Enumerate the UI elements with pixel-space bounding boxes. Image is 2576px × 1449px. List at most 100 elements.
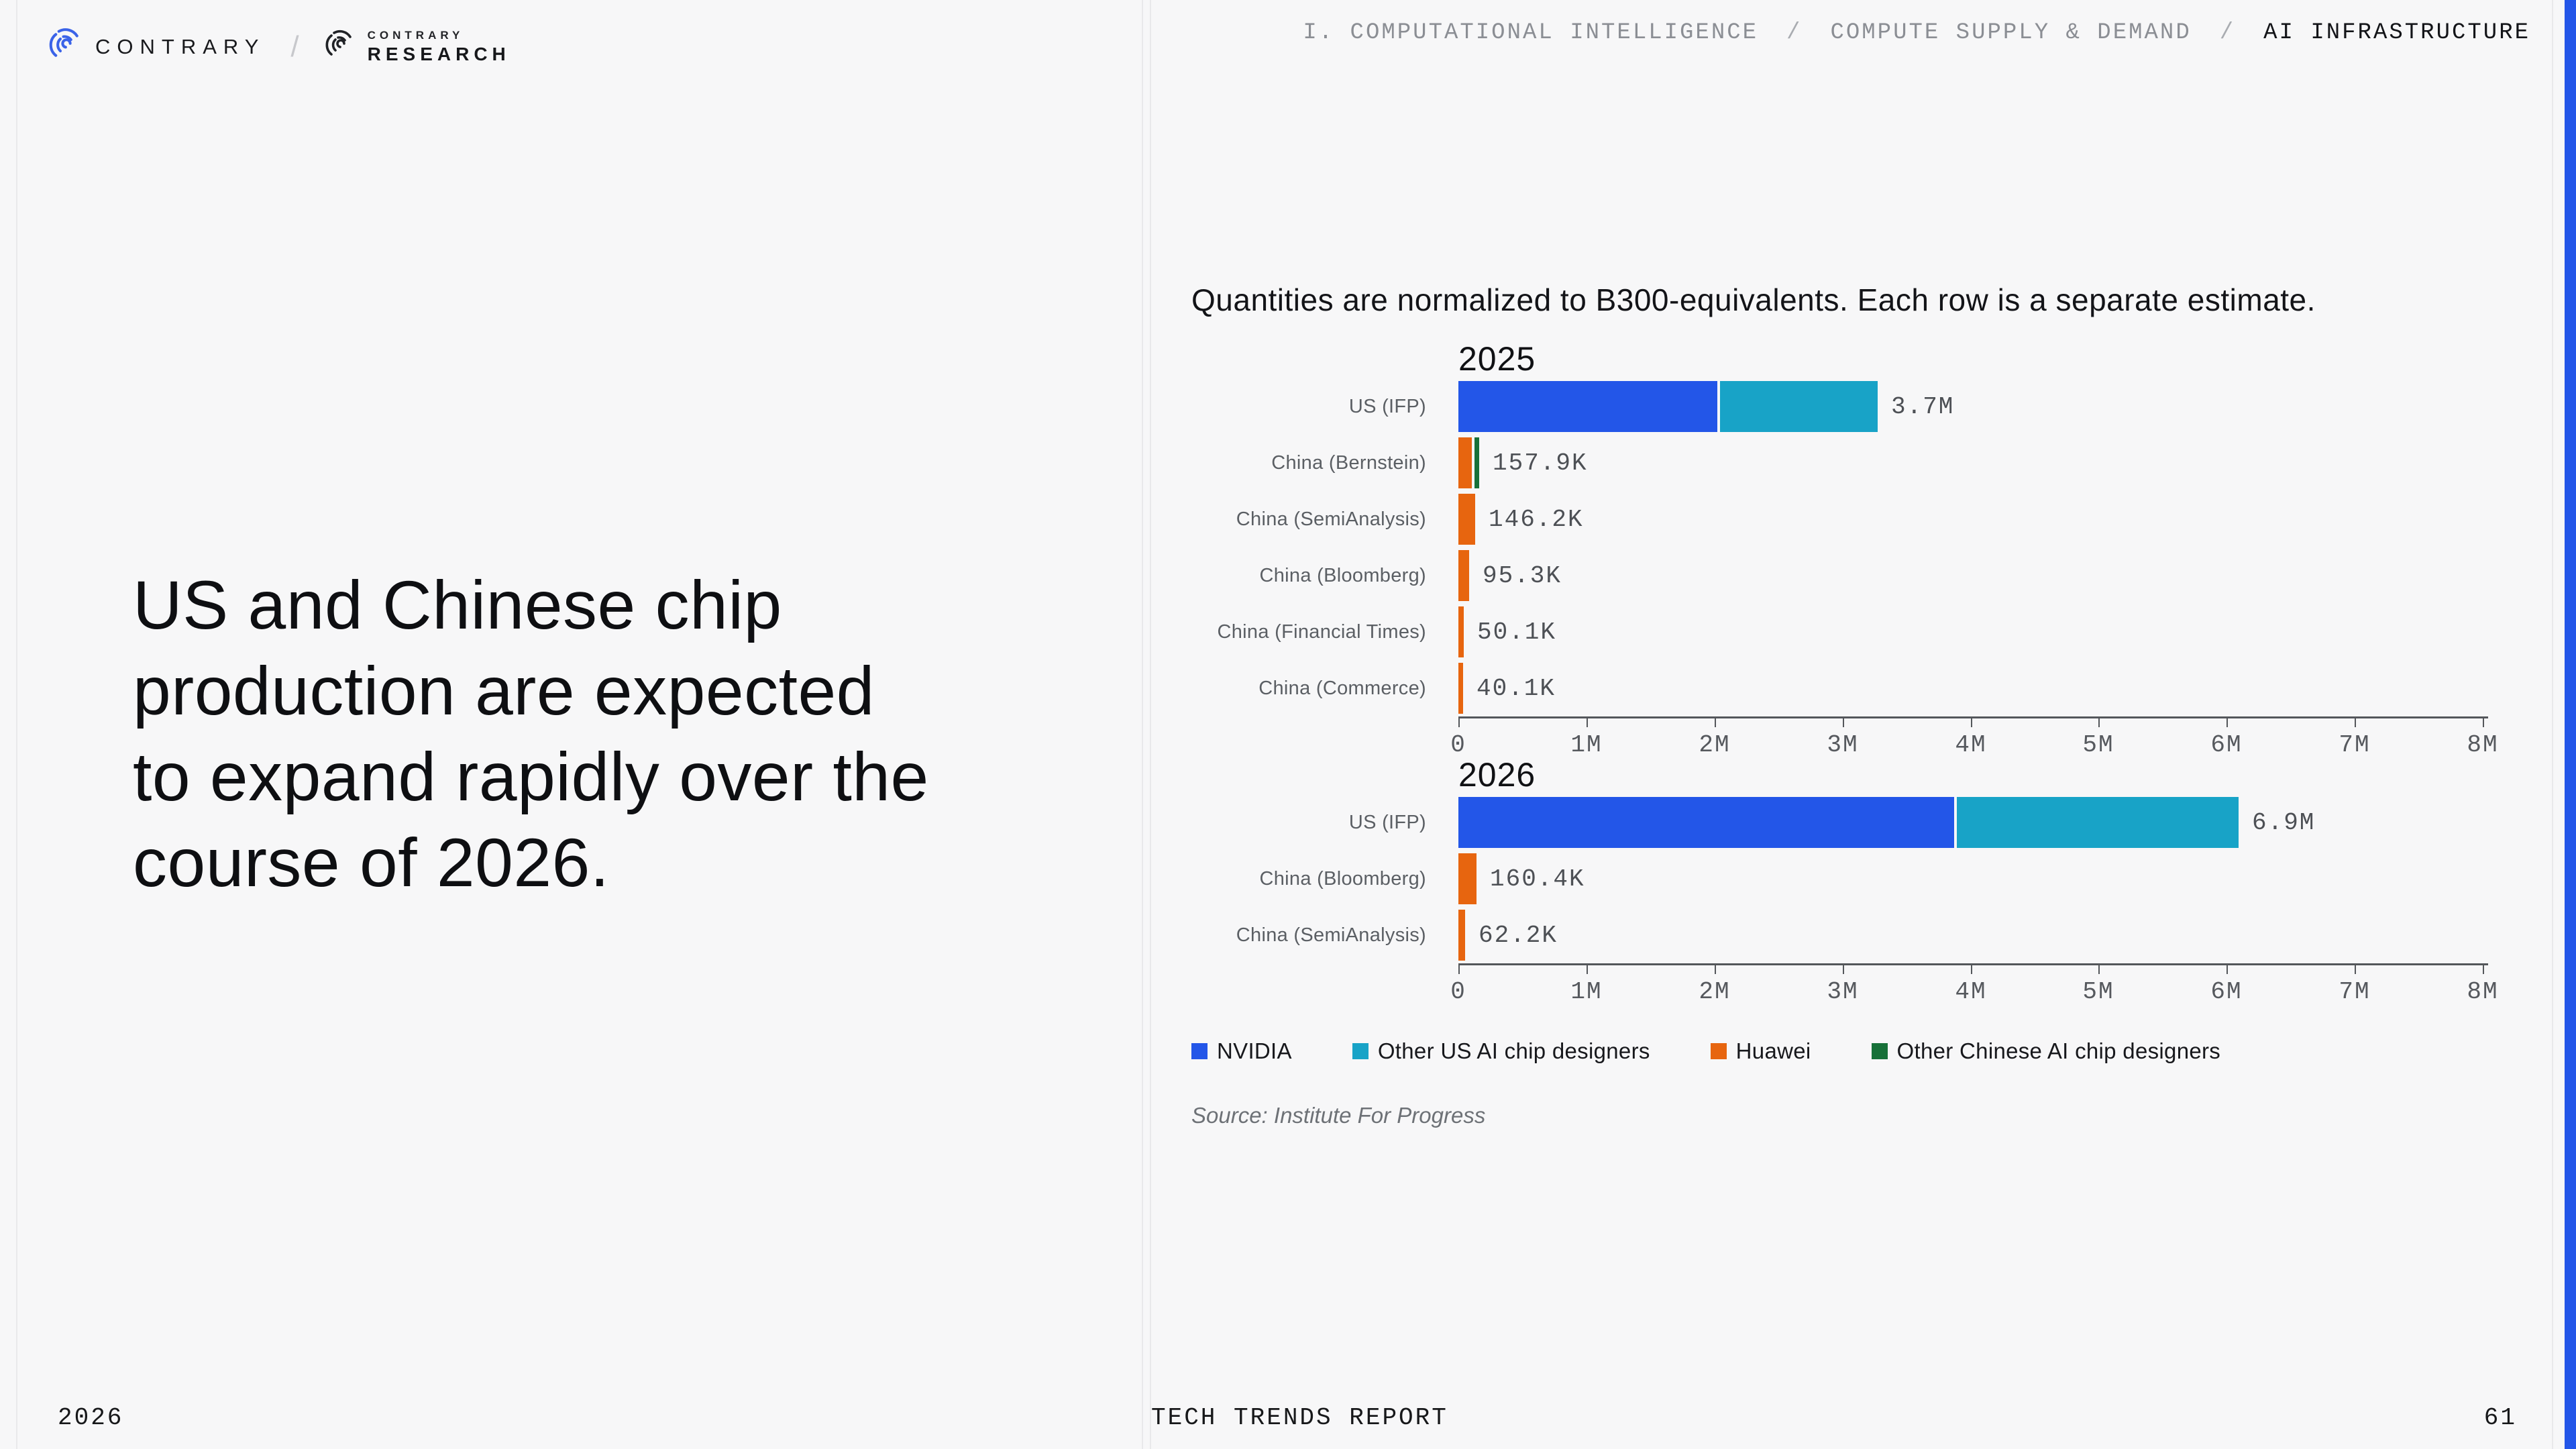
breadcrumb-item[interactable]: COMPUTE SUPPLY & DEMAND (1830, 20, 2192, 46)
legend-swatch (1710, 1043, 1727, 1059)
breadcrumb-separator: / (1786, 20, 1803, 46)
chart-row: China (Bloomberg) 160.4K (1191, 851, 2526, 907)
axis-tick-mark (1587, 965, 1588, 974)
chart-row: US (IFP) 6.9M (1191, 794, 2526, 851)
axis-tick-mark (2355, 718, 2356, 727)
right-page: I. COMPUTATIONAL INTELLIGENCE / COMPUTE SU… (1150, 0, 2553, 1449)
chart-row-bars (1458, 437, 1479, 488)
headline-line: production are expected (133, 653, 875, 729)
chart-row-bars (1458, 494, 1475, 545)
chart-row-value: 3.7M (1891, 392, 1955, 421)
axis-tick-mark (2098, 718, 2100, 727)
chart-row-value: 146.2K (1489, 505, 1584, 533)
legend-item: Other US AI chip designers (1352, 1038, 1650, 1064)
chart-row-bars (1458, 381, 1878, 432)
chart-axis-line (1458, 716, 2488, 718)
breadcrumb-item[interactable]: I. COMPUTATIONAL INTELLIGENCE (1303, 20, 1759, 46)
axis-tick-label: 3M (1827, 978, 1859, 1006)
footer-report-name: TECH TRENDS REPORT (1151, 1404, 1448, 1432)
axis-tick-label: 8M (2467, 978, 2499, 1006)
chart-row: China (SemiAnalysis) 62.2K (1191, 907, 2526, 963)
bar-segment (1458, 494, 1475, 545)
chart-row-bars (1458, 910, 1465, 961)
axis-tick-label: 1M (1570, 731, 1603, 759)
chart-x-axis: 0 1M 2M 3M 4M 5M 6M 7M 8M (1450, 963, 2498, 1006)
chart-row-value: 40.1K (1477, 674, 1556, 702)
chart-row-bars (1458, 663, 1463, 714)
bar-segment (1458, 606, 1464, 657)
chart-row-bars (1458, 606, 1464, 657)
source-note: Source: Institute For Progress (1191, 1103, 1486, 1128)
chart-row: US (IFP) 3.7M (1191, 378, 2526, 435)
footer-year: 2026 (58, 1404, 124, 1432)
research-wordmark: CONTRARY RESEARCH (368, 30, 511, 64)
chart-title: Quantities are normalized to B300-equiva… (1191, 282, 2316, 317)
axis-tick-label: 2M (1699, 731, 1731, 759)
legend-swatch (1191, 1043, 1208, 1059)
chart-row: China (Bloomberg) 95.3K (1191, 547, 2526, 604)
legend-label: Huawei (1735, 1038, 1811, 1063)
axis-tick-mark (1715, 718, 1716, 727)
axis-tick-label: 7M (2339, 978, 2371, 1006)
chart-row-label: China (Financial Times) (1217, 621, 1426, 643)
bar-segment (1458, 910, 1465, 961)
chart-row: China (Bernstein) 157.9K (1191, 435, 2526, 491)
legend-item: Huawei (1710, 1038, 1811, 1064)
logo-separator: / (290, 30, 299, 63)
bar-segment (1720, 381, 1878, 432)
axis-tick-label: 8M (2467, 731, 2499, 759)
axis-tick-label: 7M (2339, 731, 2371, 759)
chart-2025: 2025 US (IFP) 3.7M China (Bernstein) 157.9K C… (1191, 339, 2526, 759)
axis-tick-label: 2M (1699, 978, 1731, 1006)
logo-bar: CONTRARY / CONTRARY RESEARCH (48, 27, 511, 66)
chart-year-label: 2025 (1458, 340, 1536, 378)
contrary-research-logo-icon (325, 29, 357, 64)
axis-tick-label: 4M (1955, 978, 1987, 1006)
chart-legend: NVIDIA Other US AI chip designers Huawei Ot… (1191, 1038, 2220, 1064)
axis-tick-mark (1715, 965, 1716, 974)
chart-row-label: China (Bernstein) (1271, 451, 1426, 474)
axis-tick-label: 4M (1955, 731, 1987, 759)
chart-row-label: China (Bloomberg) (1259, 564, 1426, 586)
chart-row-label: US (IFP) (1348, 811, 1426, 833)
bar-segment (1458, 381, 1717, 432)
axis-tick-mark (2226, 965, 2228, 974)
chart-row-value: 157.9K (1493, 449, 1588, 477)
legend-item: NVIDIA (1191, 1038, 1292, 1064)
chart-row-bars (1458, 853, 1477, 904)
chart-row-label: China (SemiAnalysis) (1236, 508, 1426, 530)
axis-tick-mark (1971, 718, 1972, 727)
bar-segment (1458, 797, 1954, 848)
chart-row-bars (1458, 550, 1469, 601)
chart-axis-line (1458, 963, 2488, 965)
legend-label: Other US AI chip designers (1377, 1038, 1650, 1063)
axis-tick-label: 5M (2082, 978, 2114, 1006)
chart-x-axis: 0 1M 2M 3M 4M 5M 6M 7M 8M (1450, 716, 2498, 759)
chart-row-value: 95.3K (1483, 561, 1562, 590)
axis-tick-mark (1458, 718, 1460, 727)
chart-row: China (SemiAnalysis) 146.2K (1191, 491, 2526, 547)
contrary-wordmark: CONTRARY (95, 34, 266, 58)
page-edge-accent (2565, 0, 2576, 1449)
axis-tick-mark (2483, 718, 2484, 727)
bar-segment (1458, 437, 1472, 488)
axis-tick-label: 6M (2210, 731, 2243, 759)
axis-tick-mark (2355, 965, 2356, 974)
breadcrumb: I. COMPUTATIONAL INTELLIGENCE / COMPUTE SU… (1303, 20, 2530, 46)
axis-tick-mark (1843, 718, 1844, 727)
axis-tick-mark (1587, 718, 1588, 727)
chart-row-bars (1458, 797, 2239, 848)
chart-year-label: 2026 (1458, 756, 1536, 794)
axis-tick-mark (2483, 965, 2484, 974)
axis-tick-mark (1971, 965, 1972, 974)
slide-headline: US and Chinese chip production are expect… (133, 562, 929, 906)
legend-item: Other Chinese AI chip designers (1871, 1038, 2221, 1064)
chart-row: China (Financial Times) 50.1K (1191, 604, 2526, 660)
axis-tick-label: 5M (2082, 731, 2114, 759)
breadcrumb-item[interactable]: AI INFRASTRUCTURE (2263, 20, 2530, 46)
headline-line: course of 2026. (133, 824, 610, 901)
legend-swatch (1352, 1043, 1368, 1059)
headline-line: US and Chinese chip (133, 567, 782, 643)
chart-row: China (Commerce) 40.1K (1191, 660, 2526, 716)
